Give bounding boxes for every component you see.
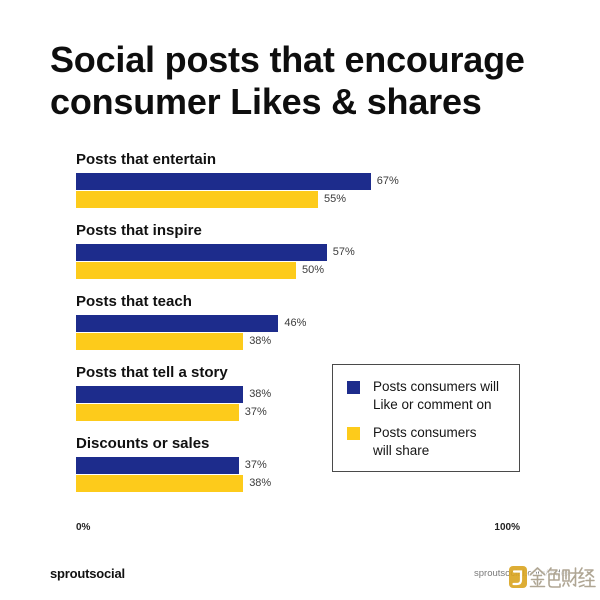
bar-series-2-posts-that-inspire [76,262,296,279]
category-label-discounts-or-sales: Discounts or sales [76,435,210,452]
bar-series-1-posts-that-inspire [76,244,327,261]
data-label-series-1-posts-that-tell-a-story: 38% [249,388,272,400]
bar-series-1-posts-that-tell-a-story [76,386,244,403]
category-label-posts-that-inspire: Posts that inspire [76,222,202,239]
bar-series-2-discounts-or-sales [76,475,244,492]
brand-logo: sproutsocial [50,566,125,581]
legend: Posts consumers will Like or comment on … [332,364,520,472]
data-label-series-2-discounts-or-sales: 38% [249,477,272,489]
data-label-series-2-posts-that-teach: 38% [249,335,272,347]
x-axis-min-label: 0% [76,522,91,533]
x-axis-max-label: 100% [494,522,520,533]
category-label-posts-that-teach: Posts that teach [76,293,192,310]
legend-item-series-2: Posts consumers will share [333,424,519,464]
data-label-series-1-posts-that-entertain: 67% [376,175,399,187]
watermark-logo [509,566,596,589]
bar-series-1-posts-that-entertain [76,173,371,190]
chart-title: Social posts that encourage consumer Lik… [50,39,525,122]
bar-series-1-posts-that-teach [76,315,279,332]
bar-series-2-posts-that-entertain [76,191,318,208]
bar-series-1-discounts-or-sales [76,457,239,474]
category-label-posts-that-tell-a-story: Posts that tell a story [76,364,228,381]
data-label-series-2-posts-that-entertain: 55% [324,193,347,205]
legend-swatch-series-1 [347,381,360,394]
data-label-series-2-posts-that-inspire: 50% [302,264,325,276]
legend-swatch-series-2 [347,427,360,440]
legend-label-series-2: Posts consumers will share [373,425,477,458]
data-label-series-2-posts-that-tell-a-story: 37% [244,406,267,418]
legend-item-series-1: Posts consumers will Like or comment on [333,378,519,418]
legend-label-series-1: Posts consumers will Like or comment on [373,379,500,412]
watermark-lettering [528,566,596,589]
data-label-series-1-posts-that-inspire: 57% [332,246,355,258]
category-label-posts-that-entertain: Posts that entertain [76,151,217,168]
bar-series-2-posts-that-tell-a-story [76,404,239,421]
data-label-series-1-discounts-or-sales: 37% [244,459,267,471]
data-label-series-1-posts-that-teach: 46% [284,317,307,329]
bar-series-2-posts-that-teach [76,333,244,350]
watermark-icon [509,566,527,588]
